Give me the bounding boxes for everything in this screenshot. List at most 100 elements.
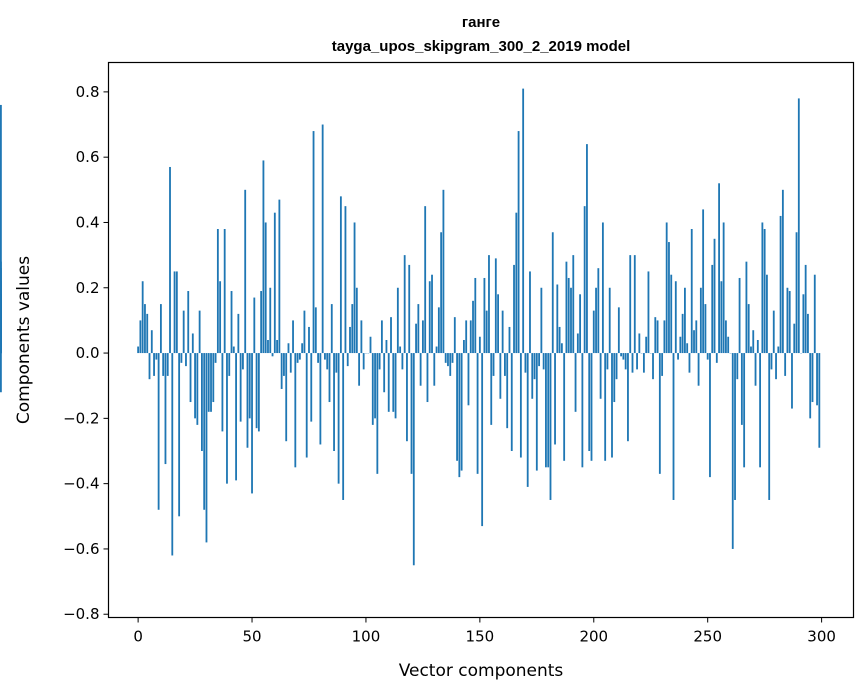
bar-43: [235, 353, 237, 481]
bar-115: [399, 346, 402, 354]
bar-255: [718, 183, 720, 354]
bar-299: [818, 353, 821, 448]
bar-7: [153, 353, 155, 376]
bar-248: [702, 209, 705, 354]
bar-217: [631, 353, 634, 373]
bar-258: [725, 320, 727, 354]
bar-73: [303, 310, 306, 354]
bar-2: [141, 281, 144, 354]
bar-253: [713, 238, 716, 354]
chart-title: ганге: [462, 14, 500, 31]
bar-112: [392, 353, 395, 412]
bar-210: [615, 353, 618, 380]
bar-35: [216, 229, 219, 354]
bar-207: [608, 287, 611, 354]
bar-227: [654, 317, 657, 354]
bar-151: [481, 353, 484, 527]
bar-256: [720, 281, 723, 354]
x-tick-label-150: 150: [466, 628, 495, 646]
x-axis-label: Vector components: [399, 661, 564, 681]
bar-193: [576, 333, 579, 354]
bar-196: [583, 206, 586, 354]
bar-29: [203, 353, 206, 510]
bar-163: [508, 326, 511, 354]
bar-179: [545, 353, 547, 468]
bar-282: [779, 215, 782, 354]
bar-284: [784, 353, 787, 376]
bar-26: [196, 353, 199, 425]
bar-133: [440, 232, 443, 354]
bar-204: [601, 222, 604, 354]
bar-182: [551, 232, 554, 354]
bar-9: [157, 353, 160, 510]
bar-107: [380, 320, 383, 354]
bar-113: [394, 353, 397, 419]
x-tick-label-300: 300: [807, 628, 836, 646]
bar-37: [221, 353, 224, 432]
bar-241: [686, 343, 689, 354]
bar-81: [321, 124, 324, 354]
bar-286: [788, 291, 791, 354]
bar-298: [816, 353, 818, 406]
bar-160: [501, 310, 504, 354]
bar-295: [809, 353, 812, 419]
bar-10: [159, 304, 162, 354]
bar-31: [207, 353, 210, 412]
bar-18: [178, 353, 181, 517]
plot-frame: [107, 61, 855, 619]
bar-123: [417, 304, 420, 354]
bar-261: [731, 353, 734, 549]
bar-45: [239, 353, 242, 422]
bar-214: [624, 353, 627, 370]
bar-46: [242, 353, 244, 370]
bar-273: [759, 353, 761, 468]
bar-262: [734, 353, 736, 500]
bar-263: [736, 353, 739, 380]
bar-186: [560, 343, 563, 354]
bar-146: [469, 320, 472, 354]
bar-28: [201, 353, 203, 451]
bar-8: [155, 353, 158, 360]
bar-44: [237, 313, 240, 354]
bar-259: [727, 336, 730, 354]
bar-228: [656, 320, 659, 354]
bar-74: [305, 353, 308, 458]
bar-20: [182, 310, 185, 354]
y-axis-label: Components values: [14, 256, 34, 424]
bar-111: [390, 317, 392, 354]
bar-180: [547, 353, 550, 468]
bar-139: [453, 317, 456, 354]
bar-145: [467, 353, 470, 406]
bar-287: [791, 353, 793, 409]
bar-117: [403, 255, 406, 354]
bar-247: [699, 287, 702, 354]
bar-168: [519, 353, 522, 458]
bar-5: [148, 353, 151, 380]
bar-60: [273, 212, 276, 354]
bar-297: [813, 274, 816, 354]
bar-190: [570, 287, 572, 354]
bar-109: [385, 340, 388, 354]
bar-272: [756, 340, 759, 354]
bar-185: [558, 326, 561, 354]
bar-30: [205, 353, 208, 543]
y-tick-label-0: −0.8: [63, 605, 99, 623]
bar-251: [709, 353, 711, 478]
bar-40: [228, 353, 231, 376]
bar-52: [255, 353, 258, 429]
bar-188: [565, 261, 568, 354]
bar-141: [458, 353, 461, 478]
bar-72: [301, 343, 304, 354]
bar-184: [556, 284, 559, 354]
bar-144: [465, 320, 468, 354]
bar-165: [513, 264, 515, 354]
bar-78: [314, 307, 317, 354]
bar-14: [169, 166, 171, 354]
bar-289: [795, 232, 798, 354]
bar-96: [355, 287, 358, 354]
bar-125: [421, 320, 424, 354]
bar-187: [563, 353, 566, 461]
bar-274: [761, 222, 764, 354]
bar-92: [346, 353, 349, 367]
